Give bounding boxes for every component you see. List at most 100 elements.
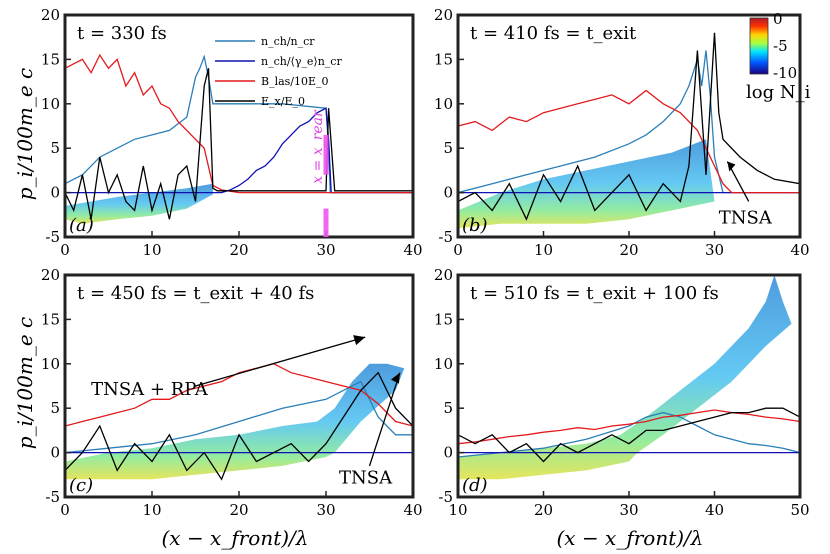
y-tick-label: 10: [41, 95, 60, 113]
panel-label-d: (d): [462, 475, 488, 496]
y-tick-label: 5: [443, 139, 453, 157]
plot-area-a: [65, 53, 413, 224]
y-tick-label: 0: [443, 184, 453, 202]
x-tick-label: 40: [705, 501, 724, 519]
colorbar-gradient: [749, 17, 769, 75]
series-line-d-0: [458, 411, 800, 458]
y-tick-label: 0: [443, 444, 453, 462]
ion-cloud-b: [458, 139, 715, 229]
panel-label-c: (c): [69, 475, 93, 496]
panel-label-b: (b): [462, 215, 488, 236]
x-tick-label: 50: [790, 501, 809, 519]
y-tick-label: 0: [50, 184, 60, 202]
y-tick-label: 20: [41, 6, 60, 24]
x-tick-label: 30: [619, 501, 638, 519]
panel-title-a: t = 330 fs: [77, 23, 167, 44]
series-line-b-0: [458, 50, 800, 194]
x-rear-label: x = x_rear: [310, 109, 326, 184]
y-tick-label: -5: [438, 488, 453, 506]
tnsa-label-c: TNSA: [339, 468, 393, 489]
x-axis-title-right: (x − x_front)/λ: [557, 526, 704, 550]
tnsa-rpa-label: TNSA + RPA: [91, 379, 209, 400]
x-tick-label: 10: [142, 501, 161, 519]
panel-title-d: t = 510 fs = t_exit + 100 fs: [470, 283, 719, 304]
x-tick-label: 40: [790, 241, 809, 259]
x-tick-label: 40: [403, 241, 422, 259]
x-tick-label: 10: [448, 501, 467, 519]
series-line-a-1: [65, 107, 413, 194]
y-tick-label: 15: [41, 310, 60, 328]
series-line-c-2: [65, 363, 413, 427]
y-tick-label: 5: [443, 399, 453, 417]
y-tick-label: 10: [434, 355, 453, 373]
series-line-a-3: [65, 68, 413, 220]
series-line-b-3: [458, 32, 800, 221]
y-tick-label: 0: [50, 444, 60, 462]
tnsa-arrow-c: [368, 372, 401, 467]
y-tick-label: -5: [438, 228, 453, 246]
y-tick-label: -5: [45, 228, 60, 246]
y-tick-label: 10: [41, 355, 60, 373]
series-line-a-2: [65, 53, 413, 194]
y-tick-label: 15: [434, 310, 453, 328]
legend-entry: n_ch/n_cr: [261, 35, 315, 48]
tnsa-label-b: TNSA: [719, 208, 773, 229]
series-line-d-3: [458, 407, 800, 463]
x-tick-label: 10: [142, 241, 161, 259]
y-axis-title-top: p_i/100m_e c: [13, 68, 37, 200]
x-tick-label: 20: [534, 501, 553, 519]
series-line-b-2: [458, 89, 800, 194]
ion-cloud-a: [65, 183, 213, 224]
x-tick-label: 40: [403, 501, 422, 519]
colorbar-label: log N_i: [746, 82, 811, 103]
plot-area-d: [458, 275, 800, 480]
x-tick-label: 0: [453, 241, 463, 259]
x-tick-label: 30: [316, 501, 335, 519]
y-tick-label: 15: [41, 50, 60, 68]
colorbar-tick-0: 0: [773, 10, 783, 28]
tnsa-rpa-arrowhead: [353, 335, 366, 346]
y-tick-label: 20: [434, 6, 453, 24]
legend-entry: B_las/10E_0: [261, 75, 329, 88]
y-tick-label: 10: [434, 95, 453, 113]
y-axis-title-bottom: p_i/100m_e c: [13, 317, 37, 449]
series-line-d-2: [458, 409, 800, 445]
tnsa-arrowhead-b: [727, 161, 736, 172]
x-rear-marker-top: [323, 134, 329, 175]
series-line-c-0: [65, 380, 413, 454]
plot-area-c: [65, 363, 413, 481]
x-tick-label: 0: [60, 501, 70, 519]
y-tick-label: -5: [45, 488, 60, 506]
panel-title-c: t = 450 fs = t_exit + 40 fs: [77, 283, 314, 304]
x-axis-title-left: (x − x_front)/λ: [162, 526, 309, 550]
series-line-a-0: [65, 54, 413, 194]
x-rear-marker-bottom: [323, 208, 329, 237]
ion-cloud-d: [458, 275, 792, 480]
x-tick-label: 20: [619, 241, 638, 259]
y-tick-label: 20: [41, 266, 60, 284]
x-tick-label: 30: [705, 241, 724, 259]
x-tick-label: 10: [534, 241, 553, 259]
y-tick-label: 15: [434, 50, 453, 68]
tnsa-arrowhead-c: [390, 372, 400, 384]
colorbar-tick-1: -5: [773, 37, 788, 55]
x-tick-label: 30: [316, 241, 335, 259]
legend-entry: n_ch/⟨γ_e⟩n_cr: [261, 55, 342, 68]
panel-title-b: t = 410 fs = t_exit: [470, 23, 637, 44]
legend-entry: E_x/E_0: [261, 95, 305, 108]
y-tick-label: 5: [50, 399, 60, 417]
x-tick-label: 0: [60, 241, 70, 259]
series-line-c-3: [65, 371, 413, 481]
x-tick-label: 20: [229, 241, 248, 259]
tnsa-rpa-arrow: [195, 336, 366, 387]
colorbar-tick-2: -10: [773, 64, 797, 82]
legend: n_ch/n_cr n_ch/⟨γ_e⟩n_cr B_las/10E_0 E_x/E_…: [215, 35, 342, 108]
panel-d: 10 20 30 40 50 -5 0 5 10 15 20 t = 510 fs = t_exit …: [434, 266, 810, 519]
panel-label-a: (a): [69, 215, 94, 236]
plot-area-b: [458, 32, 800, 229]
colorbar: 0 -5 -10 log N_i: [746, 10, 811, 103]
